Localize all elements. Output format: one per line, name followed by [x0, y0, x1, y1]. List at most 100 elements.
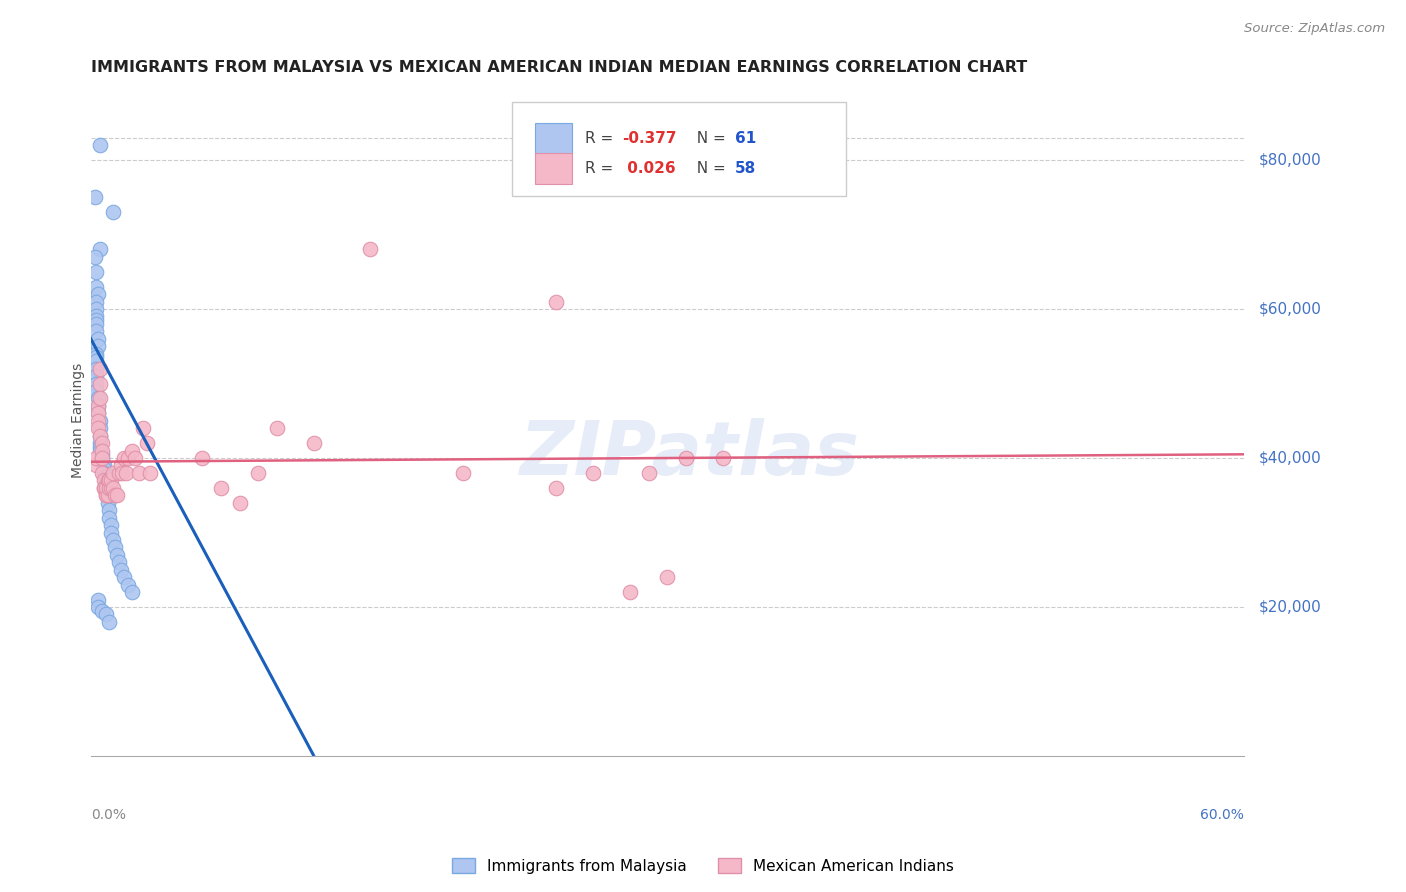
Point — [94, 481, 117, 495]
Point — [544, 481, 567, 495]
Point — [96, 488, 118, 502]
Point — [359, 243, 381, 257]
Point — [93, 466, 115, 480]
Point — [86, 369, 108, 384]
Point — [110, 458, 132, 473]
Point — [89, 243, 111, 257]
Point — [112, 450, 135, 465]
Text: 58: 58 — [735, 161, 756, 176]
Point — [619, 585, 641, 599]
Point — [89, 440, 111, 454]
Point — [657, 570, 679, 584]
Point — [121, 585, 143, 599]
Point — [94, 488, 117, 502]
Point — [112, 570, 135, 584]
Point — [94, 474, 117, 488]
Point — [100, 518, 122, 533]
Text: $40,000: $40,000 — [1258, 450, 1322, 466]
Point — [86, 324, 108, 338]
Point — [191, 450, 214, 465]
Text: 60.0%: 60.0% — [1199, 808, 1244, 822]
Point — [91, 443, 114, 458]
Point — [86, 376, 108, 391]
Point — [96, 474, 118, 488]
Point — [86, 310, 108, 324]
Point — [89, 414, 111, 428]
Point — [89, 443, 111, 458]
Point — [711, 450, 734, 465]
Point — [93, 462, 115, 476]
Point — [121, 443, 143, 458]
Point — [86, 361, 108, 376]
Text: 61: 61 — [735, 131, 756, 146]
Point — [101, 205, 124, 219]
Point — [302, 436, 325, 450]
Point — [87, 414, 110, 428]
Point — [139, 466, 162, 480]
Point — [96, 496, 118, 510]
Text: $20,000: $20,000 — [1258, 599, 1322, 615]
Point — [98, 615, 121, 629]
Point — [93, 458, 115, 473]
Point — [91, 466, 114, 480]
Point — [100, 474, 122, 488]
Point — [89, 361, 111, 376]
Point — [87, 399, 110, 413]
Point — [83, 190, 105, 204]
Point — [96, 488, 118, 502]
Point — [87, 332, 110, 346]
Point — [98, 510, 121, 524]
Point — [128, 466, 150, 480]
FancyBboxPatch shape — [534, 123, 572, 154]
Point — [247, 466, 270, 480]
Point — [135, 436, 157, 450]
Y-axis label: Median Earnings: Median Earnings — [72, 363, 86, 478]
Point — [107, 466, 129, 480]
Point — [115, 466, 138, 480]
Point — [105, 488, 128, 502]
Point — [87, 392, 110, 406]
Point — [107, 555, 129, 569]
Point — [86, 458, 108, 473]
Point — [89, 436, 111, 450]
Point — [100, 481, 122, 495]
Point — [86, 279, 108, 293]
Point — [94, 469, 117, 483]
Point — [89, 421, 111, 435]
Point — [86, 347, 108, 361]
Point — [91, 436, 114, 450]
Point — [87, 339, 110, 353]
Text: R =: R = — [585, 161, 619, 176]
Point — [93, 481, 115, 495]
Point — [93, 481, 115, 495]
Text: IMMIGRANTS FROM MALAYSIA VS MEXICAN AMERICAN INDIAN MEDIAN EARNINGS CORRELATION : IMMIGRANTS FROM MALAYSIA VS MEXICAN AMER… — [91, 60, 1026, 75]
Point — [111, 466, 134, 480]
Point — [266, 421, 288, 435]
Point — [544, 294, 567, 309]
Point — [87, 421, 110, 435]
Point — [89, 428, 111, 442]
Point — [87, 399, 110, 413]
Point — [98, 503, 121, 517]
Point — [86, 450, 108, 465]
Point — [451, 466, 474, 480]
Point — [86, 351, 108, 365]
Point — [98, 481, 121, 495]
Point — [98, 474, 121, 488]
Point — [87, 592, 110, 607]
FancyBboxPatch shape — [512, 103, 846, 196]
Point — [582, 466, 605, 480]
Point — [93, 474, 115, 488]
Point — [117, 577, 139, 591]
Point — [86, 384, 108, 398]
Point — [124, 450, 146, 465]
Point — [117, 450, 139, 465]
Point — [101, 481, 124, 495]
Point — [110, 563, 132, 577]
Text: N =: N = — [688, 131, 731, 146]
Point — [94, 477, 117, 491]
Point — [87, 406, 110, 420]
Text: Source: ZipAtlas.com: Source: ZipAtlas.com — [1244, 22, 1385, 36]
Text: 0.0%: 0.0% — [91, 808, 125, 822]
Text: ZIPatlas: ZIPatlas — [520, 417, 860, 491]
